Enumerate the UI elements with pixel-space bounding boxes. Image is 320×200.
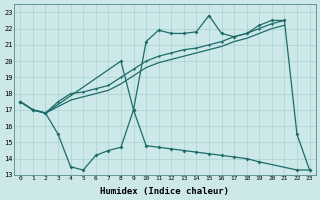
X-axis label: Humidex (Indice chaleur): Humidex (Indice chaleur): [100, 187, 229, 196]
